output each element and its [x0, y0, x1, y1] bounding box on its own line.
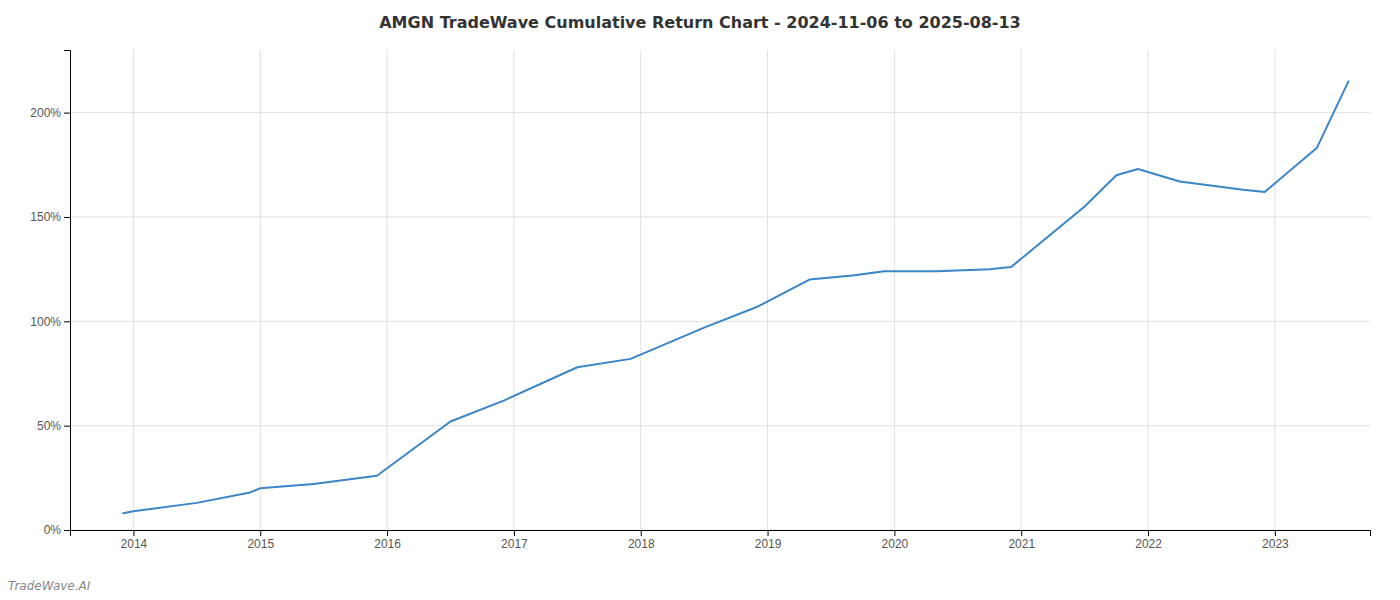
- grid-line-y: [70, 425, 1370, 426]
- grid-line-x: [133, 50, 134, 530]
- x-tick-label: 2015: [247, 537, 274, 551]
- y-tick: 100%: [30, 315, 70, 329]
- x-tick-mark: [260, 530, 261, 536]
- grid-line-y: [70, 216, 1370, 217]
- x-tick-label: 2017: [501, 537, 528, 551]
- y-tick-mark: [64, 321, 70, 322]
- y-tick-label: 150%: [30, 210, 61, 224]
- y-tick-label: 50%: [37, 419, 61, 433]
- x-tick-mark: [1148, 530, 1149, 536]
- x-axis-line: [71, 531, 1371, 537]
- marks: [123, 81, 1348, 513]
- y-tick: 200%: [30, 106, 70, 120]
- y-tick: 50%: [37, 419, 70, 433]
- x-tick-label: 2014: [121, 537, 148, 551]
- annotation: TradeWave.AI: [8, 579, 91, 593]
- y-tick: 0%: [44, 523, 70, 537]
- grid: [70, 50, 1370, 530]
- grid-line-x: [640, 50, 641, 530]
- x-tick: 2022: [1135, 530, 1162, 551]
- chart: 2014 2015 2016 2017 2018 2019 2020 2021 2022 2023…: [0, 0, 1400, 600]
- y-tick-label: 200%: [30, 106, 61, 120]
- grid-line-x: [260, 50, 261, 530]
- x-tick-label: 2020: [882, 537, 909, 551]
- x-tick: 2015: [247, 530, 274, 551]
- y-axis-line: [64, 51, 71, 531]
- x-tick-mark: [894, 530, 895, 536]
- x-tick-label: 2016: [374, 537, 401, 551]
- x-tick-label: 2018: [628, 537, 655, 551]
- grid-line-x: [1274, 50, 1275, 530]
- x-tick-label: 2021: [1008, 537, 1035, 551]
- y-tick-label: 0%: [44, 523, 62, 537]
- x-tick-mark: [133, 530, 134, 536]
- x-tick-label: 2023: [1262, 537, 1289, 551]
- x-tick-label: 2022: [1135, 537, 1162, 551]
- x-tick-mark: [641, 530, 642, 536]
- x-tick-mark: [1021, 530, 1022, 536]
- x-tick: 2014: [121, 530, 148, 551]
- grid-line-x: [1148, 50, 1149, 530]
- grid-line-x: [767, 50, 768, 530]
- y-tick-mark: [64, 113, 70, 114]
- x-tick: 2020: [882, 530, 909, 551]
- grid-line-x: [894, 50, 895, 530]
- x-tick-mark: [387, 530, 388, 536]
- y-tick-mark: [64, 217, 70, 218]
- grid-line-x: [513, 50, 514, 530]
- x-tick: 2017: [501, 530, 528, 551]
- x-tick-mark: [1275, 530, 1276, 536]
- x-axis: 2014 2015 2016 2017 2018 2019 2020 2021 2022 2023: [71, 530, 1371, 551]
- grid-line-y: [70, 112, 1370, 113]
- grid-line-x: [387, 50, 388, 530]
- y-tick-label: 100%: [30, 315, 61, 329]
- x-tick: 2018: [628, 530, 655, 551]
- plot-area: 2014 2015 2016 2017 2018 2019 2020 2021 2022 2023…: [30, 50, 1370, 551]
- y-tick-mark: [64, 530, 70, 531]
- x-tick-mark: [514, 530, 515, 536]
- y-axis: 0% 50% 100% 150% 200%: [30, 51, 70, 538]
- title: AMGN TradeWave Cumulative Return Chart -…: [379, 13, 1021, 32]
- x-tick: 2023: [1262, 530, 1289, 551]
- x-tick: 2021: [1008, 530, 1035, 551]
- x-tick-mark: [768, 530, 769, 536]
- x-tick: 2016: [374, 530, 401, 551]
- x-tick: 2019: [755, 530, 782, 551]
- y-tick: 150%: [30, 210, 70, 224]
- x-tick-label: 2019: [755, 537, 782, 551]
- y-tick-mark: [64, 426, 70, 427]
- grid-line-x: [1021, 50, 1022, 530]
- line: [123, 81, 1348, 513]
